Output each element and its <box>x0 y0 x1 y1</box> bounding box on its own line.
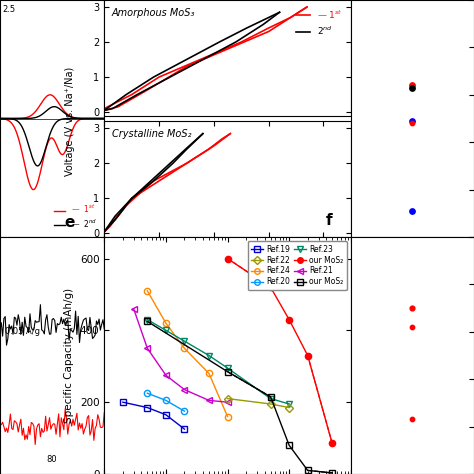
Text: Amorphous MoS₃: Amorphous MoS₃ <box>112 8 195 18</box>
Ref.20 <box>182 408 187 414</box>
Ref.24 <box>182 346 187 351</box>
Text: 80: 80 <box>47 455 57 464</box>
Y-axis label: Voltage (V vs. Na⁺/Na): Voltage (V vs. Na⁺/Na) <box>65 67 75 176</box>
Point <box>409 82 416 89</box>
Point <box>409 119 416 127</box>
Ref.20 <box>163 398 169 403</box>
Point <box>409 117 416 125</box>
Line: Ref.22: Ref.22 <box>224 395 292 410</box>
Legend: — $1^{st}$, $2^{nd}$: — $1^{st}$, $2^{nd}$ <box>292 5 346 41</box>
Ref.20 <box>145 391 150 396</box>
Ref.22 <box>268 401 273 407</box>
our MoS₂ <box>268 394 273 400</box>
our MoS₂ <box>268 284 273 290</box>
Ref.22 <box>286 405 292 410</box>
Ref.19 <box>182 426 187 432</box>
Ref.23 <box>206 353 212 358</box>
Ref.23 <box>225 365 230 371</box>
Legend: Ref.19, Ref.22, Ref.24, Ref.20, Ref.23, our MoS₂, Ref.21, our MoS₂: Ref.19, Ref.22, Ref.24, Ref.20, Ref.23, … <box>247 241 347 290</box>
Ref.19 <box>120 399 126 405</box>
Line: Ref.21: Ref.21 <box>130 306 231 405</box>
Ref.24 <box>206 371 212 376</box>
Ref.23 <box>145 317 150 322</box>
Ref.24 <box>145 288 150 294</box>
Ref.21 <box>182 387 187 392</box>
our MoS₂ <box>329 470 335 474</box>
our MoS₂ <box>225 255 230 261</box>
Line: Ref.23: Ref.23 <box>144 317 292 407</box>
Ref.21 <box>225 399 230 405</box>
Line: Ref.19: Ref.19 <box>120 399 188 432</box>
Ref.22 <box>225 396 230 401</box>
Point <box>409 304 416 312</box>
our MoS₂ <box>286 442 292 448</box>
Ref.23 <box>268 396 273 401</box>
Ref.24 <box>163 320 169 326</box>
Point <box>409 416 416 423</box>
our MoS₂ <box>305 353 310 358</box>
Text: 2.5: 2.5 <box>2 5 15 14</box>
our MoS₂ <box>286 317 292 322</box>
Point <box>409 323 416 331</box>
Text: e: e <box>65 215 75 230</box>
Text: f: f <box>326 212 333 228</box>
Text: 0.05 A/g: 0.05 A/g <box>5 328 40 336</box>
X-axis label: Specific Capacity (mAh/g): Specific Capacity (mAh/g) <box>152 257 303 267</box>
Line: Ref.20: Ref.20 <box>144 390 188 414</box>
Point <box>409 207 416 215</box>
Ref.23 <box>163 328 169 333</box>
Ref.24 <box>225 414 230 419</box>
Point <box>409 84 416 91</box>
our MoS₂ <box>145 319 150 324</box>
Ref.21 <box>131 306 137 312</box>
Text: Crystalline MoS₂: Crystalline MoS₂ <box>112 129 191 139</box>
Ref.19 <box>145 405 150 410</box>
Ref.23 <box>286 401 292 407</box>
our MoS₂ <box>305 467 310 473</box>
Y-axis label: Specific Capacity (mAh/g): Specific Capacity (mAh/g) <box>64 288 74 423</box>
our MoS₂ <box>329 441 335 447</box>
Line: our MoS₂: our MoS₂ <box>224 255 335 447</box>
Line: Ref.24: Ref.24 <box>144 288 231 419</box>
Ref.21 <box>163 373 169 378</box>
Ref.19 <box>163 412 169 418</box>
Legend: —  $1^{st}$, —  $2^{nd}$: — $1^{st}$, — $2^{nd}$ <box>51 200 100 233</box>
Ref.21 <box>145 346 150 351</box>
our MoS₂ <box>225 369 230 374</box>
Line: our MoS₂: our MoS₂ <box>144 318 335 474</box>
Ref.23 <box>182 338 187 344</box>
Ref.21 <box>206 398 212 403</box>
